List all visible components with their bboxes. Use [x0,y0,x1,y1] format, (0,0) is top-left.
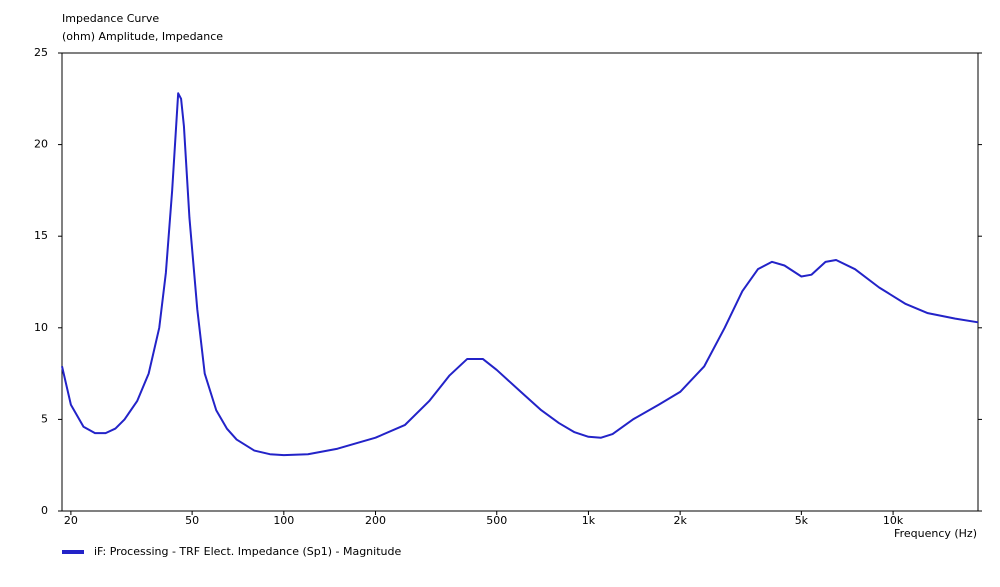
x-tick-label: 50 [185,514,199,527]
y-tick-label: 5 [41,412,48,425]
x-tick-label: 5k [795,514,809,527]
y-tick-label: 15 [34,229,48,242]
y-axis-label: (ohm) Amplitude, Impedance [62,30,223,43]
x-tick-label: 1k [582,514,596,527]
x-axis-label: Frequency (Hz) [894,527,977,540]
y-tick-label: 20 [34,138,48,151]
legend-label: iF: Processing - TRF Elect. Impedance (S… [94,545,401,558]
y-tick-label: 10 [34,321,48,334]
x-tick-label: 100 [273,514,294,527]
x-tick-label: 10k [883,514,904,527]
plot-frame [61,52,979,512]
x-tick-label: 20 [64,514,78,527]
x-tick-label: 2k [673,514,687,527]
x-tick-label: 200 [365,514,386,527]
y-tick-label: 0 [41,504,48,517]
x-tick-label: 500 [486,514,507,527]
y-tick-label: 25 [34,46,48,59]
chart-title: Impedance Curve [62,12,159,25]
line-series [61,92,979,457]
